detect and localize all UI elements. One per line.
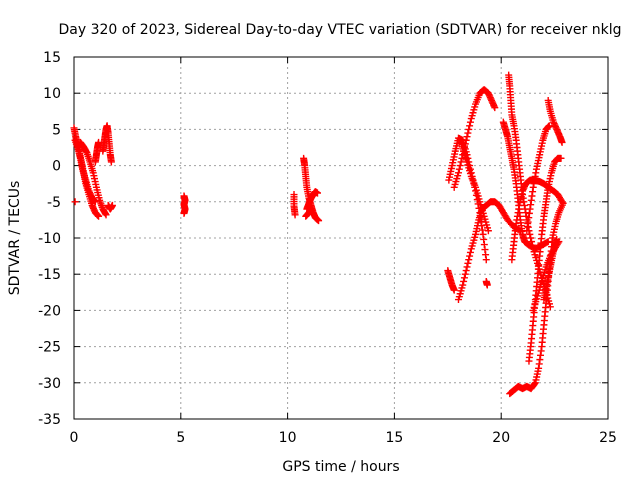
series-track-t10-1 (290, 191, 299, 219)
series-track-late-a (444, 267, 458, 294)
series-track-early-7 (71, 198, 79, 206)
y-tick-label: 10 (43, 86, 61, 102)
series-track-t5-cluster (180, 192, 189, 217)
y-axis-label: SDTVAR / TECUs (7, 181, 23, 296)
y-tick-labels: 15 10 5 0 -5 -10 -15 -20 -25 -30 -35 (38, 50, 61, 428)
tick-layer (73, 56, 609, 420)
data-point (461, 270, 469, 278)
grid-layer (74, 57, 608, 419)
data-point (462, 136, 470, 144)
data-point (557, 154, 565, 162)
chart-title: Day 320 of 2023, Sidereal Day-to-day VTE… (59, 22, 622, 38)
data-point (460, 274, 468, 282)
y-tick-label: -20 (38, 303, 61, 319)
data-point (464, 259, 472, 267)
data-point (545, 122, 553, 130)
series-track-late-f (482, 277, 491, 289)
data-point (466, 248, 474, 256)
data-point (558, 198, 566, 206)
series-track-early-5 (99, 122, 115, 166)
x-tick-label: 20 (492, 430, 510, 446)
data-point (454, 169, 462, 177)
series-track-t10-4 (302, 205, 315, 220)
series-track-early-2 (76, 138, 110, 219)
data-point (314, 189, 322, 197)
data-point (558, 138, 566, 146)
series-track-early-6 (104, 201, 116, 213)
data-point (460, 277, 468, 285)
data-point (107, 158, 115, 166)
data-point (455, 165, 463, 173)
data-point (526, 230, 534, 238)
data-point (464, 129, 472, 137)
data-point (459, 281, 467, 289)
x-tick-label: 10 (279, 430, 297, 446)
data-point (450, 286, 458, 294)
series-track-late-m (544, 96, 566, 146)
data-point (91, 198, 99, 206)
y-tick-label: -25 (38, 340, 61, 356)
data-point (108, 201, 116, 209)
data-point (557, 196, 565, 204)
data-point (458, 154, 466, 162)
data-point (466, 252, 474, 260)
x-tick-label: 5 (176, 430, 185, 446)
data-point (531, 380, 539, 388)
data-point (456, 162, 464, 170)
data-point (180, 209, 188, 217)
x-axis-label: GPS time / hours (282, 459, 399, 475)
series-track-late-l (523, 122, 553, 235)
x-tick-labels: 0 5 10 15 20 25 (70, 430, 617, 446)
data-point (102, 211, 110, 219)
series-track-early-3 (71, 136, 99, 206)
y-tick-label: 0 (52, 159, 61, 175)
data-point (463, 133, 471, 141)
data-point (484, 227, 492, 235)
data-point (483, 281, 491, 289)
x-tick-label: 15 (385, 430, 403, 446)
y-tick-label: 15 (43, 50, 61, 66)
data-point (465, 125, 473, 133)
data-point (546, 303, 554, 311)
series-track-early-4 (91, 138, 103, 166)
data-point (465, 256, 473, 264)
y-tick-label: -15 (38, 267, 61, 283)
y-tick-label: 5 (52, 122, 61, 138)
data-point (463, 263, 471, 271)
y-tick-label: -5 (47, 195, 61, 211)
data-point (460, 144, 468, 151)
data-point (71, 198, 79, 206)
series-track-late-o (540, 235, 561, 304)
x-tick-label: 0 (70, 430, 79, 446)
data-point (466, 122, 474, 130)
y-tick-label: -35 (38, 412, 61, 428)
data-point (462, 267, 470, 275)
data-point (491, 104, 499, 112)
data-point (528, 238, 536, 246)
data-point (528, 241, 536, 249)
data-point (460, 147, 468, 155)
x-tick-label: 25 (599, 430, 617, 446)
series-track-late-e (450, 86, 499, 191)
series-track-t10-3 (303, 188, 322, 213)
data-point (553, 235, 561, 243)
data-point (315, 217, 323, 225)
data-point (544, 238, 552, 246)
data-point (291, 211, 299, 219)
data-point (95, 212, 103, 220)
y-tick-label: -30 (38, 376, 61, 392)
data-point (307, 205, 315, 213)
data-point (466, 118, 474, 126)
marks-layer (70, 71, 567, 398)
y-tick-label: -10 (38, 231, 61, 247)
data-point (527, 234, 535, 242)
data-point (459, 151, 467, 159)
data-point (461, 140, 469, 148)
data-point (482, 256, 490, 264)
data-point (457, 158, 465, 166)
